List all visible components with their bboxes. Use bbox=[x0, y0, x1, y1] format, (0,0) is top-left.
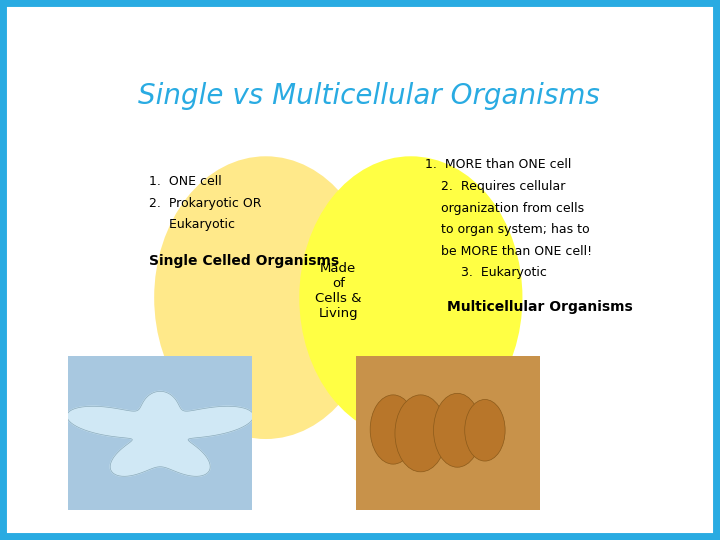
Text: be MORE than ONE cell!: be MORE than ONE cell! bbox=[425, 245, 592, 258]
Ellipse shape bbox=[464, 400, 505, 461]
Text: 3.  Eukaryotic: 3. Eukaryotic bbox=[425, 266, 546, 280]
Polygon shape bbox=[67, 392, 253, 476]
Text: organization from cells: organization from cells bbox=[425, 201, 584, 214]
Text: Single vs Multicellular Organisms: Single vs Multicellular Organisms bbox=[138, 82, 600, 110]
Ellipse shape bbox=[300, 156, 523, 439]
Text: Single Celled Organisms: Single Celled Organisms bbox=[148, 254, 338, 268]
Text: 2.  Prokaryotic OR: 2. Prokaryotic OR bbox=[148, 197, 261, 210]
Text: Multicellular Organisms: Multicellular Organisms bbox=[447, 300, 633, 314]
Text: Eukaryotic: Eukaryotic bbox=[148, 218, 235, 231]
Ellipse shape bbox=[395, 395, 446, 472]
Text: 2.  Requires cellular: 2. Requires cellular bbox=[425, 180, 565, 193]
Text: Made
of
Cells &
Living: Made of Cells & Living bbox=[315, 262, 361, 320]
Ellipse shape bbox=[433, 393, 481, 467]
Ellipse shape bbox=[370, 395, 416, 464]
Ellipse shape bbox=[154, 156, 377, 439]
Text: to organ system; has to: to organ system; has to bbox=[425, 223, 590, 236]
Text: 1.  ONE cell: 1. ONE cell bbox=[148, 175, 221, 188]
Text: 1.  MORE than ONE cell: 1. MORE than ONE cell bbox=[425, 158, 571, 171]
